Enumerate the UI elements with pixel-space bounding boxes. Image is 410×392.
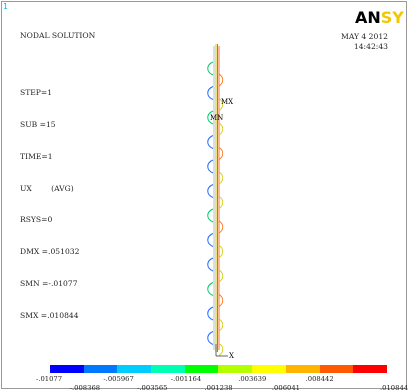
wave-right — [218, 245, 224, 258]
buckle-waves — [207, 61, 224, 356]
wave-left — [207, 257, 214, 272]
wave-right — [218, 294, 224, 307]
wave-left — [207, 135, 214, 149]
smx-label: SMX =.010844 — [20, 310, 79, 320]
wave-right — [218, 318, 224, 332]
wave-right — [218, 269, 224, 283]
legend-colorbar — [50, 365, 387, 373]
legend-tick-lower: .001238 — [204, 384, 233, 392]
wave-right — [218, 220, 224, 234]
wave-left — [207, 306, 214, 321]
wave-right — [218, 98, 224, 111]
ansys-logo: ANSY — [355, 8, 404, 27]
wave-right — [218, 122, 224, 136]
ux-label: UX (AVG) — [20, 183, 74, 193]
wave-left — [207, 159, 214, 174]
legend-tick-lower: .006041 — [271, 384, 300, 392]
wave-right — [218, 73, 224, 87]
legend-tick-lower: -.008368 — [69, 384, 101, 392]
legend-tick-upper: .003639 — [238, 375, 267, 383]
solution-info: NODAL SOLUTION STEP=1 SUB =15 TIME=1 UX … — [20, 10, 95, 332]
wave-left — [207, 110, 214, 125]
window-number: 1 — [3, 2, 8, 11]
legend-color-4 — [184, 365, 219, 373]
dmx-label: DMX =.051032 — [20, 247, 80, 257]
sub-label: SUB =15 — [20, 119, 56, 129]
date-time: MAY 4 2012 14:42:43 — [341, 32, 388, 52]
legend-tick-upper: -.005967 — [103, 375, 134, 383]
wave-right — [218, 343, 224, 356]
logo-dark-text: AN — [355, 8, 381, 27]
wave-left — [207, 282, 214, 296]
solution-title: NODAL SOLUTION — [20, 31, 96, 41]
legend-color-2 — [117, 365, 152, 373]
mn-marker: MN — [210, 114, 223, 122]
time-stamp: 14:42:43 — [353, 42, 388, 51]
rsys-label: RSYS=0 — [20, 215, 53, 225]
wave-left — [207, 86, 214, 100]
time-label: TIME=1 — [20, 151, 53, 161]
wave-left — [207, 233, 214, 247]
triad-x-label: X — [229, 352, 234, 360]
date-label: MAY 4 2012 — [341, 32, 388, 41]
legend-tick-lower: -.003565 — [137, 384, 168, 392]
legend-color-6 — [252, 365, 286, 373]
wave-right — [218, 147, 224, 160]
wave-right — [218, 171, 224, 185]
wave-left — [207, 331, 214, 345]
legend-color-5 — [218, 365, 253, 373]
wave-left — [207, 184, 214, 198]
legend-tick-lower: .010844 — [380, 384, 409, 392]
mx-marker: MX — [221, 98, 233, 106]
wave-right — [218, 196, 224, 209]
legend-tick-upper: -.01077 — [36, 375, 63, 383]
legend-color-9 — [353, 365, 387, 373]
step-label: STEP=1 — [20, 88, 53, 98]
legend-tick-upper: .008442 — [305, 375, 334, 383]
wave-left — [207, 208, 214, 223]
legend-color-8 — [319, 365, 354, 373]
legend-tick-upper: -.001164 — [170, 375, 202, 383]
logo-light-text: SY — [380, 8, 404, 27]
legend-color-1 — [83, 365, 118, 373]
legend-color-0 — [50, 365, 84, 373]
wave-left — [207, 61, 214, 76]
smn-label: SMN =-.01077 — [20, 278, 78, 288]
legend-color-7 — [285, 365, 320, 373]
legend-color-3 — [151, 365, 185, 373]
